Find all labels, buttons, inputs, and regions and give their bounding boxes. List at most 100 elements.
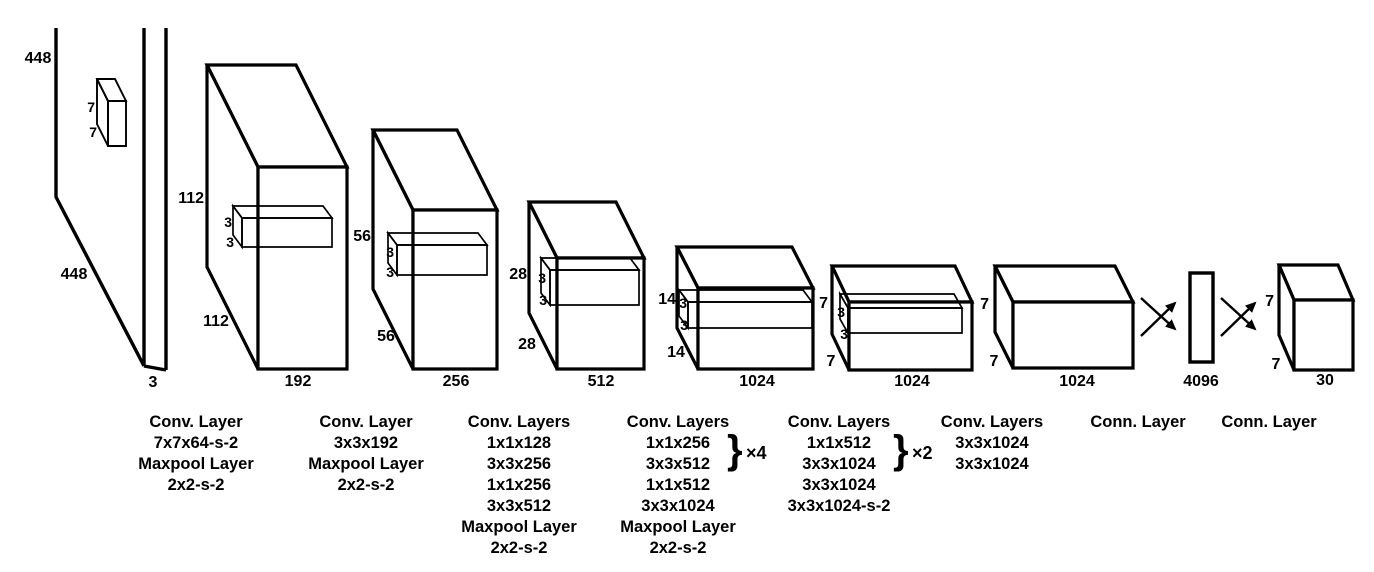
caption-conv1: Conv. Layer 7x7x64-s-2 Maxpool Layer 2x2… [138,413,254,494]
kernel-h-label: 7 [87,99,95,115]
tensor-block-1: 3 3 112 112 192 [178,63,350,390]
box-front-face [411,208,499,371]
crossing-arrow [1220,301,1257,337]
caption-line: 3x3x256 [487,455,551,473]
caption-line: 3x3x1024 [802,455,876,473]
caption-conv6: Conv. Layers 3x3x1024 3x3x1024 [941,413,1043,473]
input-image-tensor: 448 448 3 7 7 [25,28,168,391]
caption-line: Maxpool Layer [461,518,577,536]
caption-line: 3x3x1024 [955,434,1029,452]
box-top-face [992,264,1136,304]
kernel-window: 3 3 [677,287,814,333]
repeat-brace: } [727,428,743,472]
fc-layer-tensor: 4096 [1183,271,1219,390]
kernel-w-label: 3 [680,317,688,333]
fc-cross-arrows-1 [1140,297,1177,337]
output-tensor: 7 7 30 [1265,263,1356,389]
caption-line: 3x3x512 [487,497,551,515]
caption-line: 1x1x512 [807,434,871,452]
tensor-block-4: 3 3 14 14 1024 [658,245,816,390]
caption-line: Conv. Layers [788,413,890,431]
input-width-label: 448 [61,266,88,283]
input-depth-label: 3 [149,374,158,391]
caption-line: Conv. Layer [319,413,413,431]
caption-line: Maxpool Layer [138,455,254,473]
tensor-width-label: 56 [377,328,395,345]
fc-cross-arrows-2 [1220,297,1257,337]
caption-line: 2x2-s-2 [650,539,707,557]
caption-conn2: Conn. Layer [1221,413,1317,431]
tensor-depth-label: 512 [588,373,615,390]
kernel-w-label: 3 [539,292,547,308]
caption-line: 2x2-s-2 [168,476,225,494]
caption-conv3: Conv. Layers 1x1x128 3x3x256 1x1x256 3x3… [461,413,577,557]
tensor-depth-label: 1024 [1059,373,1095,390]
repeat-multiplier: ×2 [912,443,933,463]
tensor-height-label: 7 [819,295,828,312]
tensor-width-label: 7 [827,353,836,370]
kernel-front-face [396,244,488,276]
kernel-w-label: 3 [840,326,848,342]
kernel-h-label: 3 [679,295,687,311]
input-plane-edge [54,28,146,367]
caption-line: Conv. Layers [468,413,570,431]
caption-conv5: Conv. Layers 1x1x512 3x3x1024 } ×2 3x3x1… [788,413,933,515]
caption-line: 3x3x1024-s-2 [788,497,891,515]
kernel-h-label: 3 [386,244,394,260]
kernel-window: 3 3 [837,290,964,342]
kernel-front-face [847,307,963,334]
caption-line: Conv. Layers [627,413,729,431]
box-front-face [1011,300,1135,370]
kernel-front-face [549,269,640,306]
caption-line: 1x1x128 [487,434,551,452]
box-front-face [555,256,646,371]
caption-line: Maxpool Layer [308,455,424,473]
tensor-height-label: 7 [1265,293,1274,310]
caption-line: 1x1x512 [646,476,710,494]
tensor-width-label: 7 [990,353,999,370]
input-height-label: 448 [25,50,52,67]
input-kernel-window: 7 7 [87,78,128,147]
caption-conn1: Conn. Layer [1090,413,1186,431]
caption-line: 3x3x1024 [955,455,1029,473]
caption-line: Conn. Layer [1221,413,1317,431]
box-front-face [256,165,349,371]
tensor-depth-label: 256 [443,373,470,390]
repeat-multiplier: ×4 [746,443,767,463]
kernel-w-label: 3 [386,264,394,280]
tensor-block-5: 3 3 7 7 1024 [819,264,975,390]
caption-line: 2x2-s-2 [338,476,395,494]
box-top-face [829,264,975,304]
tensor-depth-label: 1024 [894,373,930,390]
caption-line: 3x3x512 [646,455,710,473]
caption-line: 7x7x64-s-2 [154,434,238,452]
caption-line: 2x2-s-2 [491,539,548,557]
kernel-w-label: 3 [226,234,234,250]
kernel-side-face [96,78,109,147]
tensor-depth-label: 192 [285,373,312,390]
kernel-front-face [107,100,127,147]
tensor-block-6: 7 7 1024 [980,264,1136,390]
caption-line: 1x1x256 [487,476,551,494]
tensor-block-3: 3 3 28 28 512 [509,200,647,390]
crossing-arrow [1140,301,1177,337]
tensor-depth-label: 1024 [739,373,775,390]
caption-conv4: Conv. Layers 1x1x256 3x3x512 } ×4 1x1x51… [620,413,766,557]
box-front-face [847,300,974,372]
repeat-brace: } [893,428,909,472]
caption-line: Conn. Layer [1090,413,1186,431]
tensor-height-label: 14 [658,291,676,308]
caption-line: Maxpool Layer [620,518,736,536]
box-front-face [1292,298,1355,372]
tensor-block-2: 3 3 56 56 256 [353,128,500,390]
kernel-h-label: 3 [837,304,845,320]
tensor-depth-label: 30 [1316,372,1334,389]
caption-line: Conv. Layers [941,413,1043,431]
kernel-h-label: 3 [538,270,546,286]
kernel-window: 3 3 [224,203,334,250]
caption-line: 3x3x1024 [641,497,715,515]
kernel-front-face [241,217,333,248]
kernel-window: 3 3 [386,230,489,280]
